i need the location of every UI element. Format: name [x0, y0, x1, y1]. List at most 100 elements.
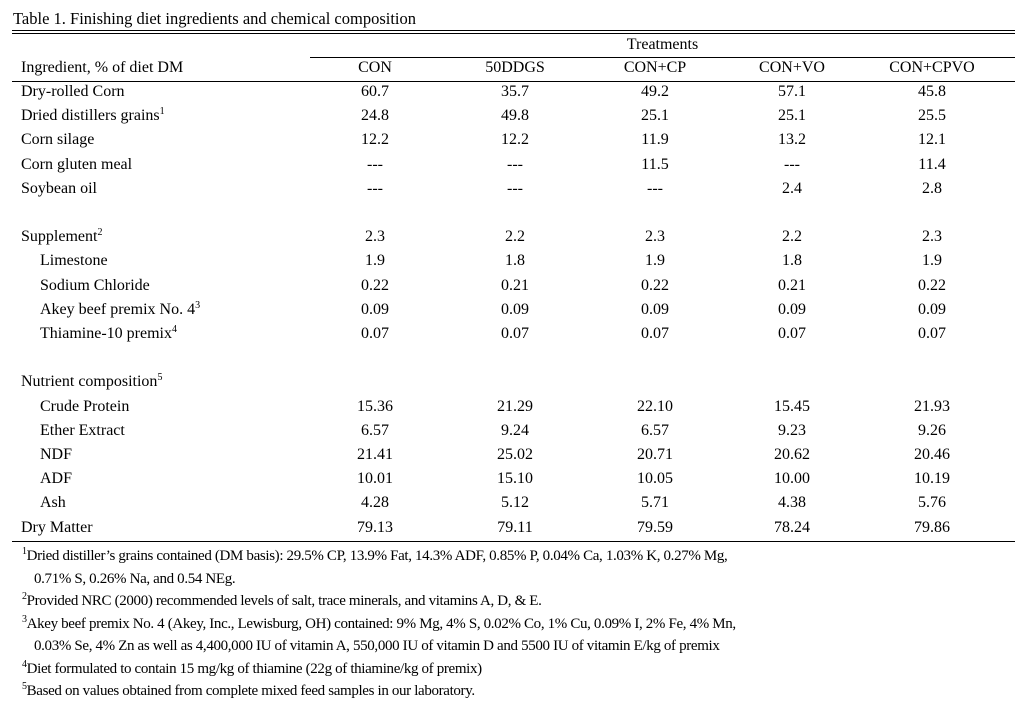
footnote-2: 2Provided NRC (2000) recommended levels … [22, 590, 736, 613]
row-label-text: ADF [40, 470, 73, 488]
cell-con-vo: 57.1 [778, 83, 806, 100]
footnote-marker: 2 [22, 591, 27, 602]
row-label-text: Ether Extract [40, 421, 125, 439]
row-label-text: Crude Protein [40, 397, 130, 415]
treatments-spanner: Treatments [626, 36, 699, 53]
column-header-con: CON [358, 59, 392, 76]
cell-con-cp: --- [647, 179, 663, 197]
header-rule [12, 81, 1015, 82]
cell-con-cpvo: 0.09 [918, 300, 946, 318]
column-header-con-cpvo: CON+CPVO [889, 59, 975, 76]
cell-con-cp: 1.9 [645, 252, 665, 270]
cell-con-cp: 5.71 [641, 494, 669, 512]
row-label-text: Ash [40, 494, 66, 512]
row-label-text: Akey beef premix No. 4 [40, 300, 196, 318]
cell-con-vo: 13.2 [778, 131, 806, 149]
table-row: Ether Extract 6.57 9.24 6.57 9.23 9.26 [12, 422, 1015, 446]
spanner-rule [310, 57, 1015, 58]
table-row: NDF 21.41 25.02 20.71 20.62 20.46 [12, 446, 1015, 470]
footnote-marker: 3 [22, 613, 27, 625]
table-row: Ash 4.28 5.12 5.71 4.38 5.76 [12, 494, 1015, 518]
row-label: Dry Matter [21, 519, 93, 537]
cell-con-cpvo: 9.26 [918, 421, 946, 439]
footnote-1: 1Dried distiller’s grains contained (DM … [22, 545, 736, 590]
footnote-marker: 5 [157, 372, 163, 384]
footnote-marker: 5 [22, 681, 27, 692]
cell-con: 15.36 [357, 397, 393, 415]
cell-con: 1.9 [365, 252, 385, 270]
footnote-4: 4Diet formulated to contain 15 mg/kg of … [22, 658, 736, 681]
row-label: Ash [40, 494, 66, 512]
footnote-text: 0.71% S, 0.26% Na, and 0.54 NEg. [34, 570, 236, 587]
cell-con-cp: 6.57 [641, 421, 669, 439]
row-label: Ether Extract [40, 422, 125, 440]
cell-con-cpvo: 1.9 [922, 252, 942, 270]
cell-con-vo: 10.00 [774, 470, 810, 488]
row-label: Dried distillers grains1 [21, 107, 165, 125]
table-row: Supplement2 2.3 2.2 2.3 2.2 2.3 [12, 228, 1015, 252]
cell-con: --- [367, 155, 383, 173]
footnote-marker: 2 [97, 227, 103, 239]
header-row: Ingredient, % of diet DM CON 50DDGS CON+… [12, 59, 1015, 83]
cell-con-vo: 25.1 [778, 107, 806, 125]
cell-con: 79.13 [357, 518, 393, 536]
cell-con: 6.57 [361, 421, 389, 439]
footnote-text: Dried distiller’s grains contained (DM b… [26, 548, 728, 564]
cell-50ddgs: 25.02 [497, 446, 533, 463]
cell-con-vo: 78.24 [774, 518, 810, 536]
cell-con-vo: 1.8 [782, 252, 802, 270]
footnote-marker: 4 [171, 324, 177, 335]
table-row: Crude Protein 15.36 21.29 22.10 15.45 21.93 [12, 398, 1015, 422]
cell-50ddgs: 79.11 [497, 518, 533, 536]
cell-con-cpvo: 5.76 [918, 494, 946, 512]
row-label: Sodium Chloride [40, 277, 150, 295]
table-row: Soybean oil --- --- --- 2.4 2.8 [12, 180, 1015, 204]
cell-50ddgs: 2.2 [505, 228, 525, 246]
row-label: Akey beef premix No. 43 [40, 300, 200, 319]
cell-con-cp: 25.1 [641, 107, 669, 125]
table-row: Corn gluten meal --- --- 11.5 --- 11.4 [12, 156, 1015, 180]
cell-con: 12.2 [361, 131, 389, 149]
column-header-50ddgs: 50DDGS [485, 59, 545, 76]
table-row: Thiamine-10 premix4 0.07 0.07 0.07 0.07 0.07 [12, 325, 1015, 349]
cell-50ddgs: 0.07 [501, 325, 529, 342]
cell-50ddgs: 15.10 [497, 470, 533, 488]
cell-con: 2.3 [365, 228, 385, 246]
row-label-text: NDF [40, 446, 73, 463]
row-label-text: Limestone [40, 252, 108, 270]
footnote-5: 5Based on values obtained from complete … [22, 680, 736, 703]
cell-con-vo: 0.21 [778, 276, 806, 294]
cell-con-vo: 0.09 [778, 300, 806, 318]
cell-con: 21.41 [357, 446, 393, 463]
cell-con-cp: 20.71 [637, 446, 673, 463]
cell-con-cp: 0.22 [641, 276, 669, 294]
cell-con: 60.7 [361, 83, 389, 100]
row-label-text: Dry Matter [21, 518, 93, 536]
cell-con-vo: 4.38 [778, 494, 806, 512]
cell-50ddgs: 49.8 [501, 107, 529, 125]
cell-50ddgs: 0.09 [501, 300, 529, 318]
footnote-marker: 4 [22, 658, 27, 670]
footnote-marker: 1 [159, 106, 165, 118]
cell-con-cp: 0.07 [641, 325, 669, 342]
footnote-text: Diet formulated to contain 15 mg/kg of t… [26, 660, 482, 677]
table-row: Limestone 1.9 1.8 1.9 1.8 1.9 [12, 252, 1015, 276]
cell-con-cpvo: 45.8 [918, 83, 946, 100]
row-label-text: Thiamine-10 premix [40, 325, 172, 342]
row-label: Corn gluten meal [21, 156, 132, 174]
table-bottom-rule [12, 541, 1015, 542]
cell-con-cpvo: 11.4 [918, 155, 946, 173]
cell-con-cpvo: 0.22 [918, 276, 946, 294]
row-label: NDF [40, 446, 72, 464]
cell-con-cpvo: 2.3 [922, 228, 942, 246]
footnote-text: 0.03% Se, 4% Zn as well as 4,400,000 IU … [34, 638, 720, 654]
cell-con: 0.22 [361, 276, 389, 294]
row-label-text: Supplement [21, 228, 98, 246]
cell-con-cp: 11.5 [641, 155, 669, 173]
row-label: Nutrient composition5 [21, 373, 162, 391]
row-label-text: Soybean oil [21, 179, 97, 197]
row-label-text: Corn silage [21, 131, 95, 149]
table-row: ADF 10.01 15.10 10.05 10.00 10.19 [12, 470, 1015, 494]
cell-con: 10.01 [357, 470, 393, 488]
footnote-3: 3Akey beef premix No. 4 (Akey, Inc., Lew… [22, 613, 736, 658]
